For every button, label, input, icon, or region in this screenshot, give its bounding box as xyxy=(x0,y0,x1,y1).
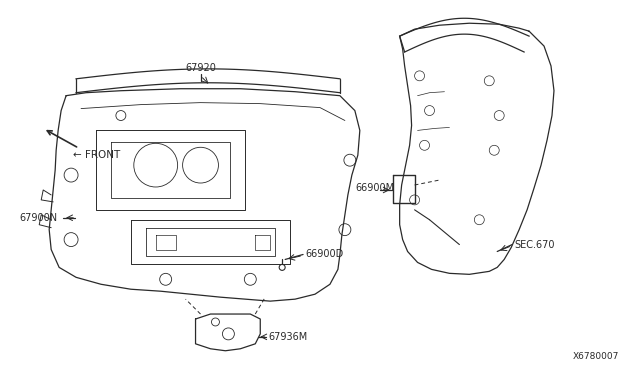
Text: 66900M: 66900M xyxy=(356,183,395,193)
Text: 67900N: 67900N xyxy=(19,213,58,223)
Text: X6780007: X6780007 xyxy=(572,352,619,361)
Text: 66900D: 66900D xyxy=(305,250,343,260)
Text: SEC.670: SEC.670 xyxy=(514,240,555,250)
Text: 67920: 67920 xyxy=(185,63,216,73)
Text: 67936M: 67936M xyxy=(268,332,307,342)
Text: ← FRONT: ← FRONT xyxy=(73,150,120,160)
